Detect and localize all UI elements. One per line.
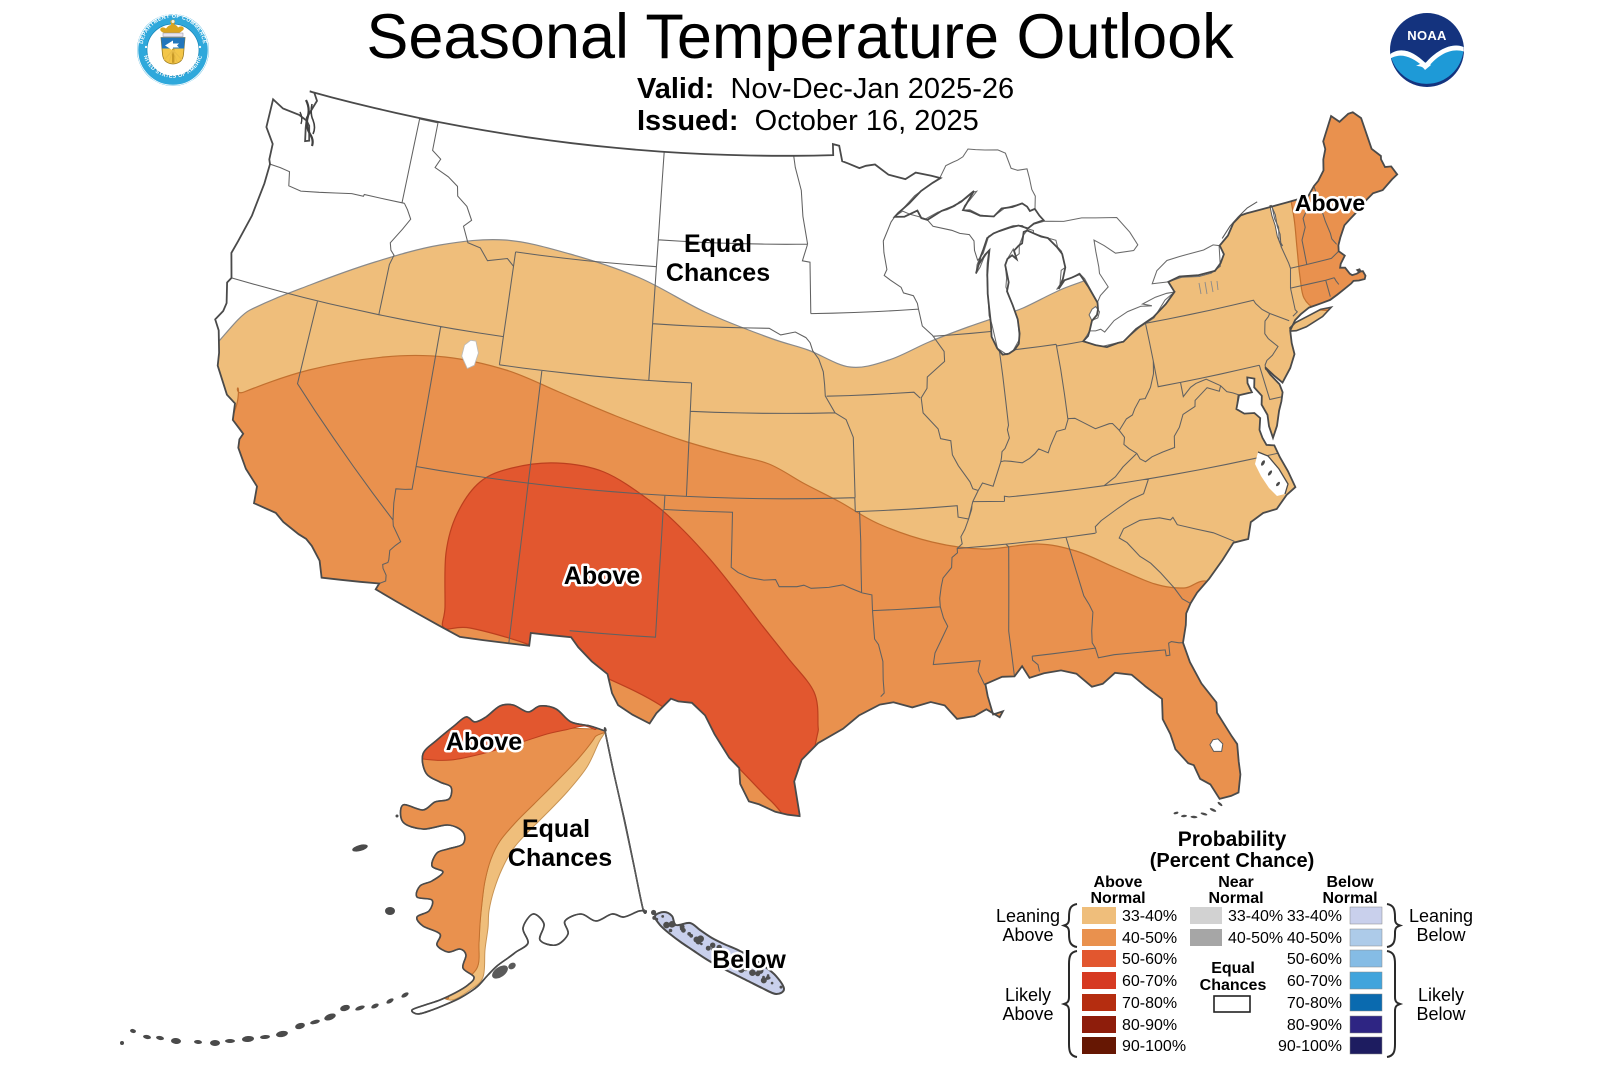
svg-text:Leaning: Leaning: [1409, 906, 1473, 926]
svg-text:90-100%: 90-100%: [1122, 1038, 1186, 1055]
svg-text:90-100%: 90-100%: [1278, 1038, 1342, 1055]
svg-text:Chances: Chances: [508, 844, 612, 872]
svg-text:Issued: October 16, 2025: Issued: October 16, 2025: [637, 105, 979, 137]
svg-text:40-50%: 40-50%: [1122, 930, 1177, 947]
svg-text:50-60%: 50-60%: [1122, 951, 1177, 968]
svg-text:40-50%: 40-50%: [1228, 930, 1283, 947]
svg-text:Near: Near: [1218, 874, 1254, 891]
svg-text:Above: Above: [564, 562, 641, 590]
svg-text:Above: Above: [1002, 925, 1053, 945]
svg-text:Leaning: Leaning: [996, 906, 1060, 926]
svg-text:Normal: Normal: [1322, 890, 1377, 907]
svg-text:Likely: Likely: [1005, 985, 1051, 1005]
svg-text:Above: Above: [1002, 1004, 1053, 1024]
svg-text:Equal: Equal: [1211, 960, 1255, 977]
svg-text:33-40%: 33-40%: [1228, 908, 1283, 925]
svg-text:60-70%: 60-70%: [1287, 973, 1342, 990]
svg-text:Normal: Normal: [1208, 890, 1263, 907]
svg-text:Probability: Probability: [1178, 828, 1287, 851]
svg-text:Chances: Chances: [1200, 977, 1267, 994]
svg-text:Likely: Likely: [1418, 985, 1464, 1005]
svg-text:70-80%: 70-80%: [1122, 995, 1177, 1012]
svg-text:60-70%: 60-70%: [1122, 973, 1177, 990]
svg-text:Normal: Normal: [1090, 890, 1145, 907]
svg-text:Above: Above: [1295, 190, 1365, 216]
svg-text:Equal: Equal: [684, 230, 752, 258]
svg-text:Above: Above: [1094, 874, 1143, 891]
svg-text:Seasonal Temperature Outlook: Seasonal Temperature Outlook: [366, 2, 1234, 72]
svg-text:(Percent Chance): (Percent Chance): [1150, 850, 1315, 872]
svg-text:Below: Below: [1416, 1004, 1466, 1024]
svg-text:Valid: Nov-Dec-Jan 2025-26: Valid: Nov-Dec-Jan 2025-26: [637, 73, 1014, 105]
svg-text:Below: Below: [712, 946, 786, 974]
svg-text:Below: Below: [1416, 925, 1466, 945]
svg-text:33-40%: 33-40%: [1287, 908, 1342, 925]
svg-text:70-80%: 70-80%: [1287, 995, 1342, 1012]
svg-text:33-40%: 33-40%: [1122, 908, 1177, 925]
svg-text:Chances: Chances: [666, 259, 770, 287]
svg-text:50-60%: 50-60%: [1287, 951, 1342, 968]
svg-text:Equal: Equal: [522, 815, 590, 843]
svg-text:80-90%: 80-90%: [1287, 1017, 1342, 1034]
svg-text:40-50%: 40-50%: [1287, 930, 1342, 947]
svg-text:Below: Below: [1326, 874, 1374, 891]
svg-text:80-90%: 80-90%: [1122, 1017, 1177, 1034]
svg-text:Above: Above: [446, 728, 523, 756]
svg-text:NOAA: NOAA: [1407, 28, 1447, 43]
